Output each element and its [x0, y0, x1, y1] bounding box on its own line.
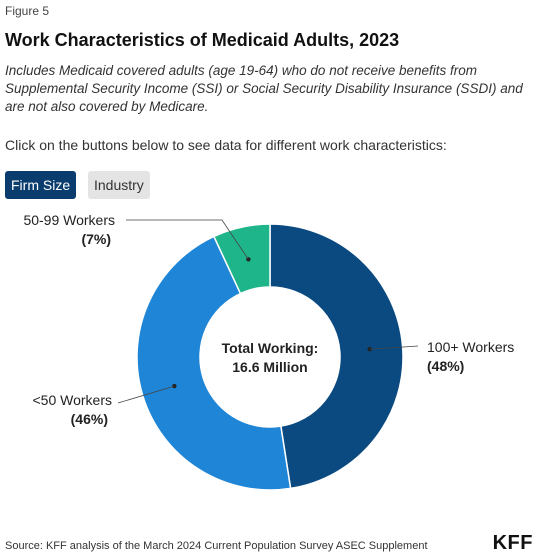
slice-value-label-2: (7%)	[81, 231, 111, 247]
industry-button[interactable]: Industry	[88, 171, 150, 199]
slice-label-1: <50 Workers	[33, 392, 113, 408]
leader-line-0	[369, 345, 419, 350]
chart-subtitle: Includes Medicaid covered adults (age 19…	[5, 63, 523, 114]
instructions-text: Click on the buttons below to see data f…	[5, 137, 447, 153]
slice-label-2: 50-99 Workers	[23, 212, 115, 228]
center-label-line2: 16.6 Million	[232, 359, 307, 375]
firm-size-button[interactable]: Firm Size	[5, 171, 77, 199]
leader-dot-0	[367, 347, 372, 352]
slice-0[interactable]	[269, 223, 404, 490]
slice-value-label-1: (46%)	[71, 411, 108, 427]
slice-label-0: 100+ Workers	[427, 339, 514, 355]
donut-chart: 100+ Workers (48%) <50 Workers (46%) 50-99 W…	[23, 212, 514, 491]
leader-dot-1	[172, 383, 177, 389]
kff-logo: KFF	[492, 532, 533, 554]
leader-line-1	[117, 385, 175, 404]
chart-title: Work Characteristics of Medicaid Adults,…	[5, 30, 400, 50]
figure-label: Figure 5	[5, 4, 50, 18]
leader-line-2	[126, 219, 249, 260]
source-note: Source: KFF analysis of the March 2024 C…	[5, 540, 428, 552]
slice-1[interactable]	[136, 235, 292, 491]
center-label-line1: Total Working:	[222, 340, 319, 356]
leader-dot-2	[246, 257, 251, 262]
slice-value-label-0: (48%)	[427, 358, 464, 374]
